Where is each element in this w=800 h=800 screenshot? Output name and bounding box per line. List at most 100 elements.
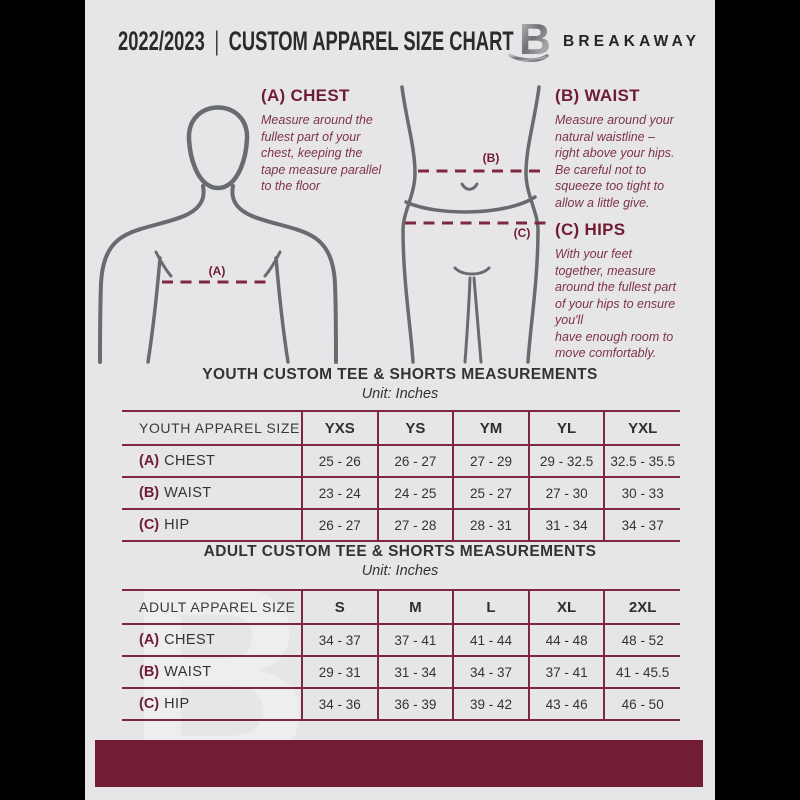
- adult-table-title: ADULT CUSTOM TEE & SHORTS MEASUREMENTS: [203, 543, 597, 560]
- measurement-cell: 32.5 - 35.5: [603, 445, 680, 477]
- page: B 2022/2023 | CUSTOM APPAREL SIZE CHART B …: [85, 0, 715, 800]
- size-column-header: YS: [376, 411, 454, 445]
- size-column-header: YXS: [301, 411, 378, 445]
- row-tag: (A): [139, 453, 160, 469]
- table-row: (A) CHEST 25 - 26 26 - 27 27 - 29 29 - 32…: [122, 445, 680, 477]
- row-tag: (C): [139, 696, 160, 712]
- size-column-header: YM: [452, 411, 529, 445]
- row-label: (C) HIP: [122, 509, 302, 541]
- row-tag: (C): [139, 517, 160, 533]
- left-shoulder-arm: [98, 184, 206, 364]
- hip-line-tag: (C): [513, 226, 531, 240]
- right-hip-outline: [524, 85, 541, 364]
- table-row: (C) HIP 26 - 27 27 - 28 28 - 31 31 - 34 3…: [122, 509, 680, 541]
- measurement-cell: 34 - 37: [301, 624, 378, 656]
- row-name: HIP: [164, 696, 190, 712]
- measurement-cell: 27 - 30: [527, 477, 605, 509]
- left-armpit: [154, 250, 173, 278]
- measurement-cell: 29 - 32.5: [527, 445, 605, 477]
- lower-body-diagram: [400, 85, 548, 364]
- measurement-cell: 27 - 28: [376, 509, 454, 541]
- waistband-line: [404, 195, 537, 214]
- row-label: (B) WAIST: [122, 477, 302, 509]
- row-name: WAIST: [164, 485, 212, 501]
- waist-line-tag: (B): [482, 151, 500, 165]
- size-column-header: XL: [527, 590, 605, 624]
- title-text: CUSTOM APPAREL SIZE CHART: [228, 26, 514, 56]
- size-label-header: ADULT APPAREL SIZE: [139, 599, 296, 615]
- youth-table-unit: Unit: Inches: [361, 386, 439, 402]
- size-column-header: M: [376, 590, 454, 624]
- adult-table-unit: Unit: Inches: [361, 563, 439, 579]
- table-row: (B) WAIST 29 - 31 31 - 34 34 - 37 37 - 41…: [122, 656, 680, 688]
- row-label: (C) HIP: [122, 688, 302, 720]
- measurement-cell: 41 - 44: [452, 624, 529, 656]
- size-column-header: YL: [527, 411, 605, 445]
- crotch-line: [453, 266, 491, 276]
- measurement-cell: 34 - 37: [452, 656, 529, 688]
- waist-heading: (B) WAIST: [555, 86, 640, 105]
- row-name: WAIST: [164, 664, 212, 680]
- measurement-cell: 25 - 26: [301, 445, 378, 477]
- season-label: 2022/2023: [118, 26, 205, 56]
- measurement-cell: 28 - 31: [452, 509, 529, 541]
- adult-size-table: ADULT APPAREL SIZE S M L XL 2XL (A) CHEST…: [122, 589, 680, 721]
- row-label: (A) CHEST: [122, 624, 302, 656]
- size-column-header: YXL: [603, 411, 680, 445]
- size-column-header: 2XL: [603, 590, 680, 624]
- measurement-cell: 26 - 27: [376, 445, 454, 477]
- table-header-row: ADULT APPAREL SIZE S M L XL 2XL: [122, 590, 680, 624]
- row-name: CHEST: [164, 453, 216, 469]
- chest-line-tag: (A): [208, 264, 226, 278]
- right-inner-leg: [472, 276, 483, 364]
- breakaway-b-logo-icon: B: [508, 15, 551, 64]
- brand-wordmark: BREAKAWAY: [563, 33, 701, 50]
- row-tag: (B): [139, 664, 160, 680]
- measurement-cell: 34 - 37: [603, 509, 680, 541]
- table-row: (C) HIP 34 - 36 36 - 39 39 - 42 43 - 46 4…: [122, 688, 680, 720]
- navel: [460, 182, 479, 191]
- size-column-header: L: [452, 590, 529, 624]
- upper-body-diagram: [98, 105, 338, 364]
- left-hip-outline: [400, 85, 417, 364]
- row-tag: (B): [139, 485, 160, 501]
- measurement-cell: 23 - 24: [301, 477, 378, 509]
- measurement-cell: 41 - 45.5: [603, 656, 680, 688]
- chest-instructions: Measure around the fullest part of your …: [261, 113, 382, 193]
- measurement-cell: 34 - 36: [301, 688, 378, 720]
- measurement-cell: 25 - 27: [452, 477, 529, 509]
- measurement-cell: 29 - 31: [301, 656, 378, 688]
- measurement-cell: 37 - 41: [527, 656, 605, 688]
- chest-heading: (A) CHEST: [261, 86, 350, 105]
- row-label: (A) CHEST: [122, 445, 302, 477]
- measurement-cell: 43 - 46: [527, 688, 605, 720]
- measurement-cell: 24 - 25: [376, 477, 454, 509]
- size-column-header: S: [301, 590, 378, 624]
- row-name: CHEST: [164, 632, 216, 648]
- measurement-cell: 31 - 34: [376, 656, 454, 688]
- measurement-cell: 26 - 27: [301, 509, 378, 541]
- measurement-cell: 37 - 41: [376, 624, 454, 656]
- measurement-cell: 30 - 33: [603, 477, 680, 509]
- left-inner-arm: [146, 256, 162, 364]
- row-name: HIP: [164, 517, 190, 533]
- table-header-row: YOUTH APPAREL SIZE YXS YS YM YL YXL: [122, 411, 680, 445]
- measurement-cell: 48 - 52: [603, 624, 680, 656]
- right-armpit: [263, 250, 282, 278]
- hips-heading: (C) HIPS: [555, 220, 626, 239]
- youth-table-title: YOUTH CUSTOM TEE & SHORTS MEASUREMENTS: [202, 366, 598, 383]
- hips-instructions: With your feet together, measure around …: [555, 247, 676, 360]
- waist-instructions: Measure around your natural waistline – …: [555, 113, 675, 210]
- page-title: 2022/2023 | CUSTOM APPAREL SIZE CHART: [118, 28, 514, 55]
- youth-size-table: YOUTH APPAREL SIZE YXS YS YM YL YXL (A) C…: [122, 410, 680, 542]
- title-separator: |: [214, 26, 220, 56]
- row-label: (B) WAIST: [122, 656, 302, 688]
- right-shoulder-arm: [230, 184, 338, 364]
- measurement-cell: 39 - 42: [452, 688, 529, 720]
- left-inner-leg: [463, 276, 472, 364]
- measurement-cell: 46 - 50: [603, 688, 680, 720]
- measurement-cell: 44 - 48: [527, 624, 605, 656]
- row-tag: (A): [139, 632, 160, 648]
- table-row: (B) WAIST 23 - 24 24 - 25 25 - 27 27 - 30…: [122, 477, 680, 509]
